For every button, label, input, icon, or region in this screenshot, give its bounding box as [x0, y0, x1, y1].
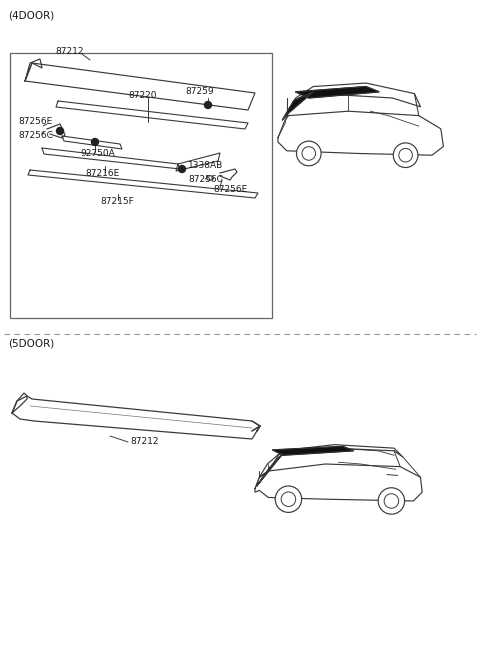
Text: 87212: 87212 [55, 47, 84, 56]
Text: 87256C: 87256C [188, 174, 223, 184]
Circle shape [393, 143, 418, 167]
Circle shape [204, 102, 212, 108]
Text: 87256E: 87256E [18, 117, 52, 125]
Bar [10, 53, 272, 318]
Polygon shape [257, 455, 281, 486]
Circle shape [57, 127, 63, 134]
Circle shape [92, 138, 98, 146]
Text: 87220: 87220 [128, 91, 156, 100]
Text: (5DOOR): (5DOOR) [8, 338, 54, 348]
Circle shape [378, 488, 405, 514]
Text: 1338AB: 1338AB [188, 161, 223, 169]
Circle shape [302, 147, 315, 160]
Circle shape [275, 486, 301, 512]
Text: 87256E: 87256E [213, 184, 247, 194]
Circle shape [179, 165, 185, 173]
Circle shape [399, 148, 412, 162]
Text: 87259: 87259 [185, 87, 214, 96]
Text: (4DOOR): (4DOOR) [8, 11, 54, 21]
Circle shape [384, 494, 399, 508]
Polygon shape [273, 446, 354, 455]
Text: 87212: 87212 [130, 436, 158, 445]
Circle shape [297, 141, 321, 166]
Polygon shape [282, 92, 313, 120]
Text: 87215F: 87215F [100, 197, 134, 205]
Circle shape [281, 492, 296, 506]
Text: 92750A: 92750A [80, 148, 115, 157]
Text: 87256C: 87256C [18, 131, 53, 140]
Text: 87216E: 87216E [85, 169, 119, 178]
Polygon shape [296, 87, 379, 98]
